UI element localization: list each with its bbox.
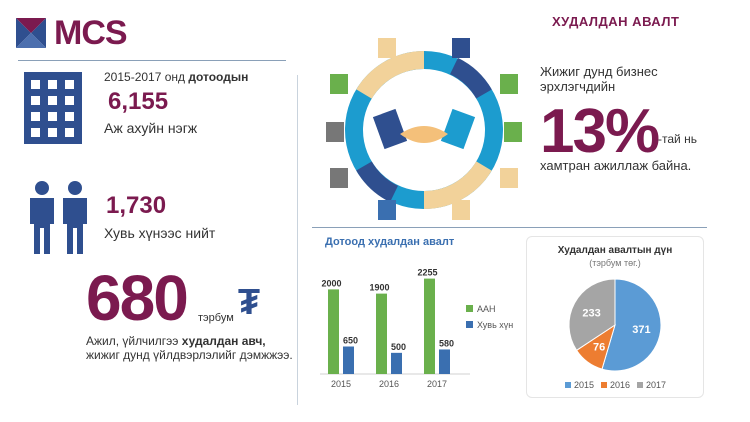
units-intro: 2015-2017 онд дотоодын (104, 70, 249, 84)
people-icon (30, 181, 87, 254)
amount-unit: тэрбум (198, 312, 234, 324)
bar-chart-title: Дотоод худалдан авалт (325, 236, 455, 248)
legend-label: ААН (477, 304, 496, 314)
legend-swatch (565, 382, 571, 388)
legend-label: 2017 (646, 380, 666, 390)
vertical-divider (297, 75, 298, 405)
logo-text: MCS (54, 14, 128, 52)
pie-slice-2017 (568, 278, 616, 351)
bar-Хувь хүн-2016 (391, 352, 402, 374)
bar-value-label: 1900 (369, 283, 389, 293)
units-value: 6,155 (108, 88, 169, 115)
pie-chart-panel: Худалдан авалтын дүн (тэрбум төг.) 371 76… (526, 236, 704, 398)
sme-percent: 13% (540, 97, 660, 166)
pie-value-label: 233 (582, 307, 600, 319)
bar-Хувь хүн-2015 (343, 346, 354, 374)
bar-value-label: 2000 (321, 278, 341, 288)
bar-ААН-2016 (376, 293, 387, 374)
legend-swatch (637, 382, 643, 388)
legend-swatch (466, 305, 473, 312)
tugrik-icon: ₮ (238, 281, 260, 322)
pie-slice-2015 (601, 278, 662, 372)
bar-ААН-2017 (424, 278, 435, 374)
bar-value-label: 2255 (417, 268, 437, 278)
x-tick-label: 2017 (427, 379, 447, 389)
handshake-ring-icon (326, 38, 522, 220)
bar-value-label: 650 (343, 336, 358, 346)
amount-value: 680 (86, 262, 189, 334)
pie-chart-title: Худалдан авалтын дүн (557, 245, 673, 256)
bar-value-label: 500 (391, 342, 406, 352)
bar-Хувь хүн-2017 (439, 349, 450, 374)
page-title: ХУДАЛДАН АВАЛТ (552, 14, 680, 29)
pie-value-label: 371 (632, 324, 650, 336)
units-label: Аж ахуйн нэгж (104, 120, 198, 136)
logo-mark-icon (16, 18, 46, 48)
persons-value: 1,730 (106, 192, 167, 219)
legend-swatch (601, 382, 607, 388)
mcs-logo: MCS (14, 12, 144, 52)
legend-label: 2016 (610, 380, 630, 390)
header-divider (18, 60, 286, 61)
legend-swatch (466, 321, 473, 328)
bar-ААН-2015 (328, 289, 339, 374)
sme-line3: хамтран ажиллаж байна. (540, 158, 692, 173)
amount-description: Ажил, үйлчилгээ худалдан авч, жижиг дунд… (86, 334, 293, 362)
bar-chart: 2000 650 2015 1900 500 2016 2255 580 2017 ААН Хувь… (320, 268, 513, 389)
pie-chart: 371 76 233 2015 2016 2017 (565, 278, 666, 390)
x-tick-label: 2015 (331, 379, 351, 389)
pie-value-label: 76 (593, 341, 605, 353)
x-tick-label: 2016 (379, 379, 399, 389)
bar-value-label: 580 (439, 338, 454, 348)
legend-label: 2015 (574, 380, 594, 390)
pie-chart-subtitle: (тэрбум төг.) (589, 258, 641, 268)
horizontal-divider (312, 227, 707, 228)
sme-intro: Жижиг дунд бизнес эрхлэгчдийн (540, 64, 658, 94)
building-icon (24, 72, 82, 144)
persons-label: Хувь хүнээс нийт (104, 225, 216, 241)
sme-suffix: -тай нь (658, 132, 697, 146)
legend-label: Хувь хүн (477, 320, 513, 330)
